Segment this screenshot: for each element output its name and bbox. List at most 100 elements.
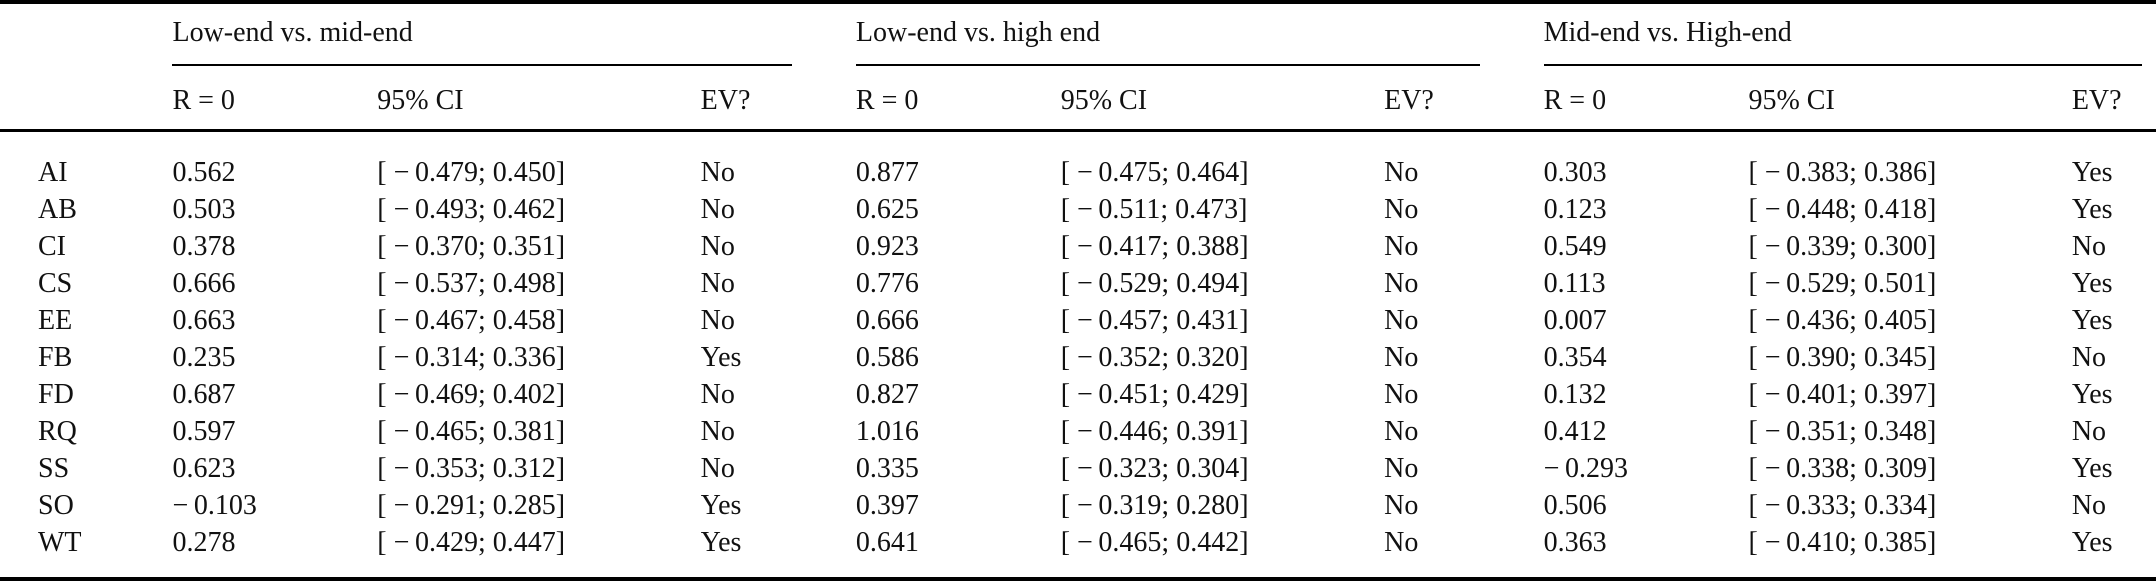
r-value-cell: − 0.293 xyxy=(1543,453,1629,484)
r-value-cell: 0.625 xyxy=(855,194,919,225)
ev-cell: Yes xyxy=(2071,194,2113,225)
ci-cell: [ − 0.401; 0.397] xyxy=(1748,379,1937,410)
ci-cell: [ − 0.448; 0.418] xyxy=(1748,194,1937,225)
ci-cell: [ − 0.446; 0.391] xyxy=(1060,416,1249,447)
r-value-cell: 0.335 xyxy=(855,453,919,484)
group-title: Low-end vs. mid-end xyxy=(172,16,792,66)
ci-cell: [ − 0.323; 0.304] xyxy=(1060,453,1249,484)
r-value-cell: 0.666 xyxy=(172,268,236,299)
ci-cell: [ − 0.451; 0.429] xyxy=(1060,379,1249,410)
ci-cell: [ − 0.457; 0.431] xyxy=(1060,305,1249,336)
r-value-cell: 0.663 xyxy=(172,305,236,336)
group-title: Mid-end vs. High-end xyxy=(1543,16,2142,66)
ci-cell: [ − 0.417; 0.388] xyxy=(1060,231,1249,262)
ci-cell: [ − 0.370; 0.351] xyxy=(377,231,566,262)
ev-cell: No xyxy=(1384,157,1419,188)
ci-cell: [ − 0.537; 0.498] xyxy=(377,268,566,299)
ci-cell: [ − 0.314; 0.336] xyxy=(377,342,566,373)
ev-cell: No xyxy=(1384,231,1419,262)
col-header-r0: R = 0 xyxy=(172,66,378,132)
ev-cell: Yes xyxy=(2071,305,2113,336)
r-value-cell: 0.623 xyxy=(172,453,236,484)
col-header-ci: 95% CI xyxy=(377,66,701,132)
r-value-cell: 0.378 xyxy=(172,231,236,262)
ci-cell: [ − 0.353; 0.312] xyxy=(377,453,566,484)
row-label: WT xyxy=(38,527,82,558)
r-value-cell: 0.503 xyxy=(172,194,236,225)
ev-cell: No xyxy=(700,453,735,484)
r-value-cell: 0.641 xyxy=(855,527,919,558)
r-value-cell: 0.827 xyxy=(855,379,919,410)
row-label: FB xyxy=(38,342,73,373)
r-value-cell: 0.278 xyxy=(172,527,236,558)
table-row: AB 0.503 [ − 0.493; 0.462] No 0.625 [ − 0.511… xyxy=(0,191,2156,228)
ev-cell: No xyxy=(2071,416,2107,447)
r-value-cell: 0.007 xyxy=(1543,305,1607,336)
ev-cell: No xyxy=(2071,342,2107,373)
r-value-cell: 0.666 xyxy=(855,305,919,336)
ci-cell: [ − 0.410; 0.385] xyxy=(1748,527,1937,558)
ci-cell: [ − 0.338; 0.309] xyxy=(1748,453,1937,484)
row-label: CI xyxy=(38,231,66,262)
ci-cell: [ − 0.383; 0.386] xyxy=(1748,157,1937,188)
r-value-cell: 0.123 xyxy=(1543,194,1607,225)
r-value-cell: − 0.103 xyxy=(172,490,257,521)
ev-cell: No xyxy=(1384,305,1419,336)
ci-cell: [ − 0.493; 0.462] xyxy=(377,194,566,225)
r-value-cell: 0.923 xyxy=(855,231,919,262)
col-header-ev: EV? xyxy=(2071,66,2156,132)
table-body: AI 0.562 [ − 0.479; 0.450] No 0.877 [ − 0.475… xyxy=(0,131,2156,580)
stub-header-cell xyxy=(0,2,172,66)
ci-cell: [ − 0.465; 0.442] xyxy=(1060,527,1249,558)
ev-cell: No xyxy=(1384,268,1419,299)
table-row: AI 0.562 [ − 0.479; 0.450] No 0.877 [ − 0.475… xyxy=(0,131,2156,192)
ci-cell: [ − 0.465; 0.381] xyxy=(377,416,566,447)
r-value-cell: 0.303 xyxy=(1543,157,1607,188)
row-label: CS xyxy=(38,268,73,299)
ev-cell: Yes xyxy=(2071,379,2113,410)
ev-cell: No xyxy=(2071,490,2107,521)
ev-cell: Yes xyxy=(2071,453,2113,484)
r-value-cell: 0.397 xyxy=(855,490,919,521)
table-row: WT 0.278 [ − 0.429; 0.447] Yes 0.641 [ − 0.46… xyxy=(0,524,2156,579)
row-label: SS xyxy=(38,453,70,484)
stub-subheader-cell xyxy=(0,66,173,132)
ev-cell: No xyxy=(1384,194,1419,225)
r-value-cell: 0.562 xyxy=(172,157,236,188)
ci-cell: [ − 0.436; 0.405] xyxy=(1748,305,1937,336)
ev-cell: No xyxy=(2071,231,2107,262)
r-value-cell: 0.597 xyxy=(172,416,236,447)
r-value-cell: 0.687 xyxy=(172,379,236,410)
table-row: FD 0.687 [ − 0.469; 0.402] No 0.827 [ − 0.451… xyxy=(0,376,2156,413)
table-header: Low-end vs. mid-end Low-end vs. high end… xyxy=(0,2,2156,132)
ci-cell: [ − 0.429; 0.447] xyxy=(377,527,566,558)
ev-cell: No xyxy=(1384,527,1419,558)
row-label: AB xyxy=(38,194,77,225)
table-row: FB 0.235 [ − 0.314; 0.336] Yes 0.586 [ − 0.35… xyxy=(0,339,2156,376)
r-value-cell: 0.363 xyxy=(1543,527,1607,558)
ev-cell: No xyxy=(1384,416,1419,447)
ev-cell: No xyxy=(1384,342,1419,373)
ev-cell: No xyxy=(1384,490,1419,521)
ev-cell: Yes xyxy=(700,490,742,521)
ev-cell: No xyxy=(700,416,735,447)
ev-cell: No xyxy=(700,379,735,410)
row-label: RQ xyxy=(38,416,77,447)
ci-cell: [ − 0.291; 0.285] xyxy=(377,490,566,521)
col-header-ev: EV? xyxy=(1384,66,1544,132)
ci-cell: [ − 0.351; 0.348] xyxy=(1748,416,1937,447)
group-header-mid-vs-high: Mid-end vs. High-end xyxy=(1543,2,2156,66)
table-row: CS 0.666 [ − 0.537; 0.498] No 0.776 [ − 0.529… xyxy=(0,265,2156,302)
table-row: CI 0.378 [ − 0.370; 0.351] No 0.923 [ − 0.417… xyxy=(0,228,2156,265)
r-value-cell: 0.412 xyxy=(1543,416,1607,447)
col-header-ci: 95% CI xyxy=(1060,66,1385,132)
group-title: Low-end vs. high end xyxy=(855,16,1480,66)
ev-cell: No xyxy=(1384,379,1419,410)
ev-cell: No xyxy=(700,231,735,262)
group-header-low-vs-mid: Low-end vs. mid-end xyxy=(172,2,855,66)
table-row: SO − 0.103 [ − 0.291; 0.285] Yes 0.397 [ − 0.… xyxy=(0,487,2156,524)
r-value-cell: 0.877 xyxy=(855,157,919,188)
row-label: AI xyxy=(38,157,68,188)
r-value-cell: 0.354 xyxy=(1543,342,1607,373)
